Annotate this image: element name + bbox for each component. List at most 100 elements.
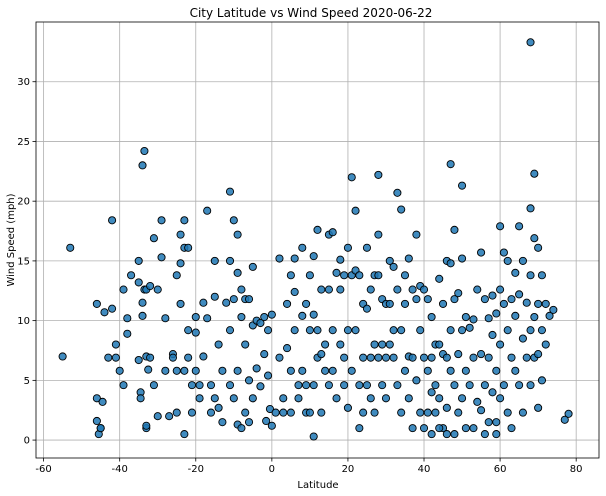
data-point [172, 271, 181, 280]
data-point [397, 408, 406, 417]
data-point [191, 312, 200, 322]
data-point [515, 222, 524, 231]
data-point [328, 228, 337, 237]
data-point [138, 161, 147, 170]
data-point [134, 278, 143, 287]
data-point [503, 256, 512, 265]
data-point [496, 340, 505, 349]
data-point [324, 285, 333, 294]
data-point [442, 353, 451, 362]
x-axis-label: Latitude [297, 480, 338, 491]
data-point [541, 299, 550, 308]
x-tick-label: -60 [35, 464, 51, 475]
data-point [549, 305, 558, 314]
data-point [499, 381, 508, 390]
data-point [435, 340, 444, 349]
data-point [427, 388, 436, 397]
data-point [279, 394, 288, 403]
data-point [408, 285, 417, 294]
data-point [265, 404, 274, 414]
data-point [184, 326, 193, 335]
data-point [499, 299, 508, 308]
data-point [393, 381, 402, 390]
data-point [511, 366, 520, 375]
data-point [534, 403, 543, 412]
data-point [385, 299, 394, 308]
data-point [263, 371, 273, 380]
data-point [161, 366, 170, 375]
data-point [458, 394, 467, 403]
data-point [484, 418, 493, 427]
data-point [136, 394, 145, 403]
data-point [416, 326, 425, 335]
data-point [442, 430, 451, 439]
data-point [237, 424, 246, 433]
data-point [488, 388, 497, 397]
data-point [275, 254, 284, 263]
data-point [172, 408, 181, 417]
data-point [271, 408, 280, 417]
data-point [465, 323, 474, 332]
tick-labels: -60 -40 -20 0 20 40 60 80 0 5 10 15 20 25 30 [17, 77, 582, 475]
data-point [153, 412, 162, 421]
data-point [309, 381, 318, 390]
data-point [419, 353, 429, 362]
data-point [244, 418, 254, 427]
data-point [298, 311, 307, 320]
data-point [484, 353, 493, 362]
x-tick-label: 60 [494, 464, 507, 475]
data-point [355, 381, 364, 390]
data-point [146, 281, 155, 291]
y-axis-label: Wind Speed (mph) [6, 193, 17, 286]
data-point [461, 424, 470, 433]
data-point [458, 326, 467, 335]
data-point [404, 394, 413, 403]
data-point [492, 430, 501, 439]
data-point [313, 225, 322, 234]
data-point [260, 350, 269, 359]
data-point [317, 350, 326, 359]
data-point [484, 314, 493, 323]
y-tick-label: 30 [17, 77, 30, 88]
data-point [515, 290, 524, 299]
data-point [153, 285, 162, 294]
data-point [446, 366, 455, 375]
data-point [359, 353, 368, 362]
data-point [378, 381, 387, 390]
y-tick-label: 15 [17, 256, 30, 267]
data-point [286, 271, 295, 280]
data-point [222, 298, 231, 307]
data-point [149, 234, 158, 243]
data-point [317, 285, 326, 294]
data-point [165, 412, 174, 421]
data-point [203, 314, 212, 323]
data-point [496, 394, 505, 403]
data-point [263, 326, 273, 335]
data-point [108, 216, 117, 225]
data-point [366, 285, 375, 294]
data-point [104, 353, 113, 362]
data-point [518, 408, 527, 417]
data-point [298, 366, 307, 375]
data-point [225, 187, 235, 196]
data-point [400, 366, 410, 375]
data-point [317, 408, 326, 417]
data-point [446, 326, 455, 335]
data-point [218, 418, 227, 427]
data-point [123, 329, 132, 338]
data-point [225, 256, 235, 265]
data-point [454, 408, 463, 417]
data-point [400, 299, 410, 308]
data-point [111, 353, 120, 362]
data-point [58, 352, 67, 361]
data-point [362, 304, 372, 313]
plot-frame [35, 21, 600, 459]
data-point [172, 366, 181, 375]
data-point [199, 352, 208, 361]
data-point [111, 340, 120, 349]
data-point [492, 418, 501, 427]
data-point [454, 289, 463, 298]
data-point [176, 259, 185, 268]
data-point [427, 353, 436, 362]
